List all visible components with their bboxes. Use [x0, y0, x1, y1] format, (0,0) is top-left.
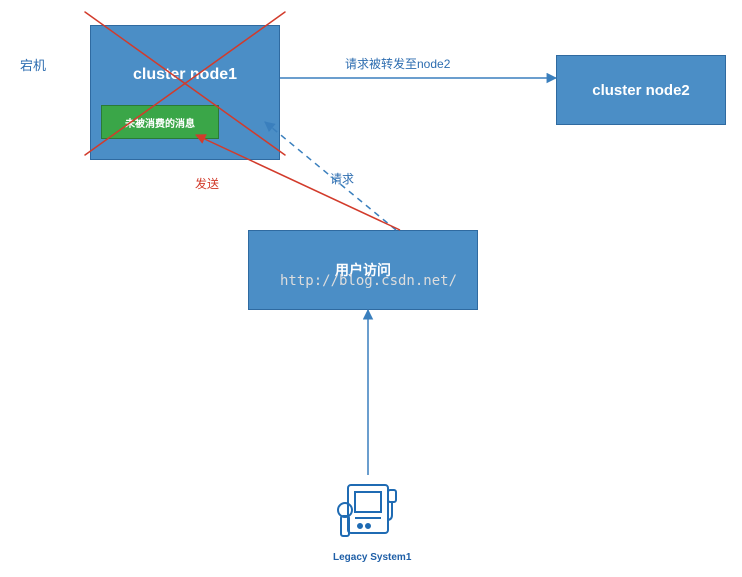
- legacy-system-icon: [338, 485, 396, 536]
- watermark-text: http://blog.csdn.net/: [280, 273, 457, 289]
- green-msg-box: 未被消费的消息: [101, 105, 219, 139]
- send-label: 发送: [195, 175, 219, 192]
- request-label: 请求: [330, 170, 354, 187]
- node1-label: cluster node1: [133, 66, 237, 84]
- legacy-system-label: Legacy System1: [333, 552, 411, 563]
- forward-label: 请求被转发至node2: [345, 55, 450, 72]
- cluster-node2: cluster node2: [556, 55, 726, 125]
- down-label: 宕机: [20, 55, 46, 74]
- node2-label: cluster node2: [592, 82, 690, 99]
- user-access-box: 用户访问: [248, 230, 478, 310]
- green-msg-label: 未被消费的消息: [125, 115, 195, 130]
- cluster-node1: cluster node1: [90, 25, 280, 160]
